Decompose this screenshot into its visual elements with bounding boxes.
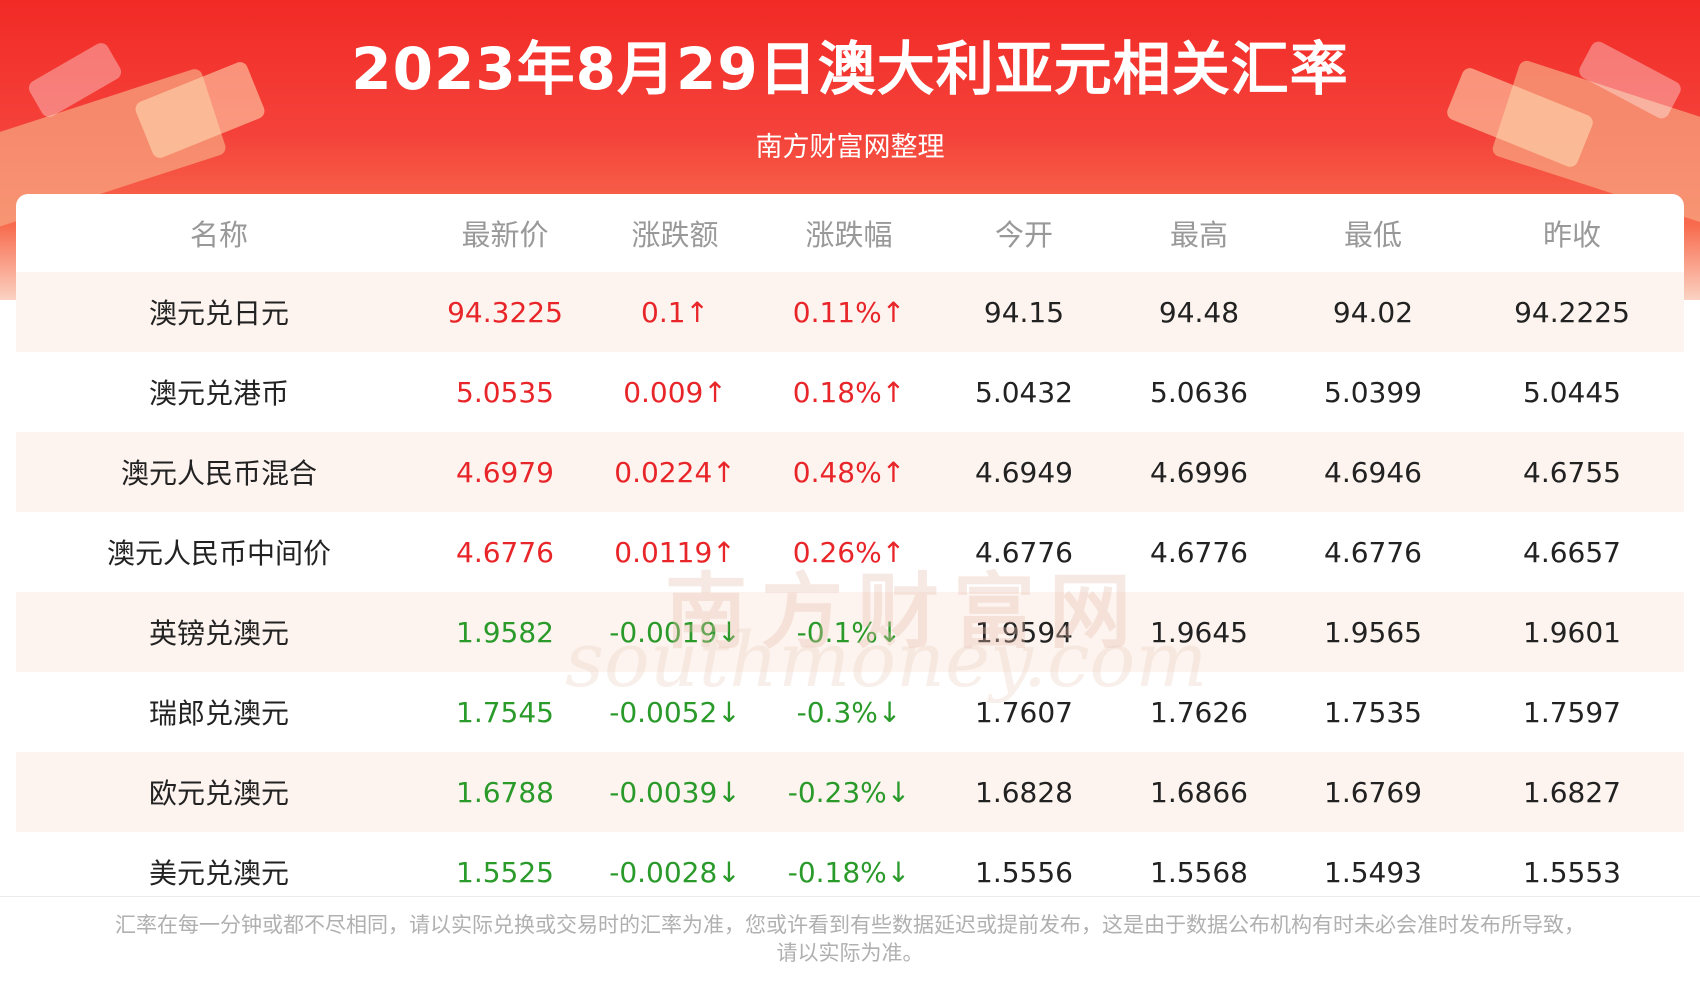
cell-high: 1.7626	[1150, 695, 1248, 729]
cell-change: -0.0039↓	[588, 752, 762, 832]
cell-change: 0.0224↑	[588, 432, 762, 512]
disclaimer-line-2: 请以实际为准。	[776, 941, 924, 965]
cell-name: 澳元人民币混合	[16, 432, 422, 512]
table-header-row: 名称 最新价 涨跌额 涨跌幅 今开 最高 最低 昨收	[16, 194, 1684, 272]
cell-latest: 1.9582	[422, 592, 588, 672]
cell-prev-close: 4.6755	[1460, 432, 1684, 512]
cell-low: 94.02	[1286, 272, 1460, 352]
cell-high: 1.6866	[1112, 752, 1286, 832]
cell-low: 1.7535	[1324, 695, 1422, 729]
cell-change-pct: -0.1%↓	[762, 592, 936, 672]
cell-open: 1.6828	[936, 752, 1112, 832]
cell-change-pct: -0.18%↓	[787, 855, 911, 889]
cell-change-pct: 0.11%↑	[762, 272, 936, 352]
cell-change: 0.0119↑	[614, 535, 736, 569]
cell-change-pct: -0.23%↓	[762, 752, 936, 832]
cell-change: -0.0019↓	[588, 592, 762, 672]
cell-high: 1.9645	[1112, 592, 1286, 672]
cell-change-pct: 0.26%↑	[792, 535, 906, 569]
column-header-prev-close: 昨收	[1542, 218, 1601, 252]
cell-low: 5.0399	[1324, 375, 1422, 409]
cell-latest: 1.5525	[456, 855, 554, 889]
disclaimer-line-1: 汇率在每一分钟或都不尽相同，请以实际兑换或交易时的汇率为准，您或许看到有些数据延…	[115, 913, 1585, 937]
column-header-change-pct: 涨跌幅	[805, 218, 893, 252]
cell-high: 94.48	[1112, 272, 1286, 352]
cell-latest: 94.3225	[422, 272, 588, 352]
cell-open: 1.5556	[975, 855, 1073, 889]
table-row: 英镑兑澳元 1.9582 -0.0019↓ -0.1%↓ 1.9594 1.96…	[16, 592, 1684, 672]
cell-change-pct: 0.48%↑	[762, 432, 936, 512]
table-row: 澳元兑港币 5.0535 0.009↑ 0.18%↑ 5.0432 5.0636…	[16, 352, 1684, 432]
cell-latest: 4.6776	[456, 535, 554, 569]
column-header-open: 今开	[994, 218, 1053, 252]
cell-name: 澳元兑港币	[148, 377, 289, 410]
rate-table-card: 名称 最新价 涨跌额 涨跌幅 今开 最高 最低 昨收 澳元兑日元 94.3225…	[16, 194, 1684, 896]
cell-name: 美元兑澳元	[148, 857, 289, 890]
rate-table: 名称 最新价 涨跌额 涨跌幅 今开 最高 最低 昨收 澳元兑日元 94.3225…	[16, 194, 1684, 896]
cell-name: 澳元兑日元	[16, 272, 422, 352]
page-title: 2023年8月29日澳大利亚元相关汇率	[351, 35, 1349, 103]
cell-change: -0.0028↓	[609, 855, 741, 889]
cell-high: 4.6996	[1112, 432, 1286, 512]
table-row: 瑞郎兑澳元 1.7545 -0.0052↓ -0.3%↓ 1.7607 1.76…	[16, 672, 1684, 752]
column-header-latest: 最新价	[461, 218, 549, 252]
table-row: 欧元兑澳元 1.6788 -0.0039↓ -0.23%↓ 1.6828 1.6…	[16, 752, 1684, 832]
cell-name: 澳元人民币中间价	[106, 537, 331, 570]
column-header-high: 最高	[1169, 218, 1228, 252]
cell-low: 1.5493	[1324, 855, 1422, 889]
cell-open: 5.0432	[975, 375, 1073, 409]
cell-open: 94.15	[936, 272, 1112, 352]
table-row: 澳元兑日元 94.3225 0.1↑ 0.11%↑ 94.15 94.48 94…	[16, 272, 1684, 352]
cell-high: 5.0636	[1150, 375, 1248, 409]
cell-open: 4.6776	[975, 535, 1073, 569]
cell-name: 瑞郎兑澳元	[148, 697, 289, 730]
cell-name: 英镑兑澳元	[16, 592, 422, 672]
column-header-name: 名称	[189, 218, 248, 252]
cell-prev-close: 1.9601	[1460, 592, 1684, 672]
disclaimer: 汇率在每一分钟或都不尽相同，请以实际兑换或交易时的汇率为准，您或许看到有些数据延…	[60, 911, 1640, 967]
column-header-change: 涨跌额	[631, 218, 719, 252]
cell-open: 4.6949	[936, 432, 1112, 512]
cell-low: 4.6776	[1324, 535, 1422, 569]
column-header-low: 最低	[1343, 218, 1402, 252]
cell-latest: 4.6979	[422, 432, 588, 512]
cell-name: 欧元兑澳元	[16, 752, 422, 832]
table-row: 澳元人民币中间价 4.6776 0.0119↑ 0.26%↑ 4.6776 4.…	[16, 512, 1684, 592]
cell-high: 4.6776	[1150, 535, 1248, 569]
cell-prev-close: 1.5553	[1523, 855, 1621, 889]
table-row: 澳元人民币混合 4.6979 0.0224↑ 0.48%↑ 4.6949 4.6…	[16, 432, 1684, 512]
cell-open: 1.7607	[975, 695, 1073, 729]
cell-change: 0.1↑	[588, 272, 762, 352]
cell-latest: 1.7545	[456, 695, 554, 729]
table-row: 美元兑澳元 1.5525 -0.0028↓ -0.18%↓ 1.5556 1.5…	[16, 832, 1684, 896]
cell-latest: 1.6788	[422, 752, 588, 832]
cell-change-pct: -0.3%↓	[796, 695, 902, 729]
cell-open: 1.9594	[936, 592, 1112, 672]
cell-change-pct: 0.18%↑	[792, 375, 906, 409]
cell-low: 1.6769	[1286, 752, 1460, 832]
cell-prev-close: 1.6827	[1460, 752, 1684, 832]
cell-low: 4.6946	[1286, 432, 1460, 512]
page-subtitle: 南方财富网整理	[755, 132, 945, 163]
cell-prev-close: 1.7597	[1523, 695, 1621, 729]
cell-low: 1.9565	[1286, 592, 1460, 672]
cell-change: -0.0052↓	[609, 695, 741, 729]
cell-change: 0.009↑	[623, 375, 727, 409]
cell-prev-close: 4.6657	[1523, 535, 1621, 569]
cell-latest: 5.0535	[456, 375, 554, 409]
cell-high: 1.5568	[1150, 855, 1248, 889]
cell-prev-close: 5.0445	[1523, 375, 1621, 409]
footer-divider	[0, 896, 1700, 897]
cell-prev-close: 94.2225	[1460, 272, 1684, 352]
